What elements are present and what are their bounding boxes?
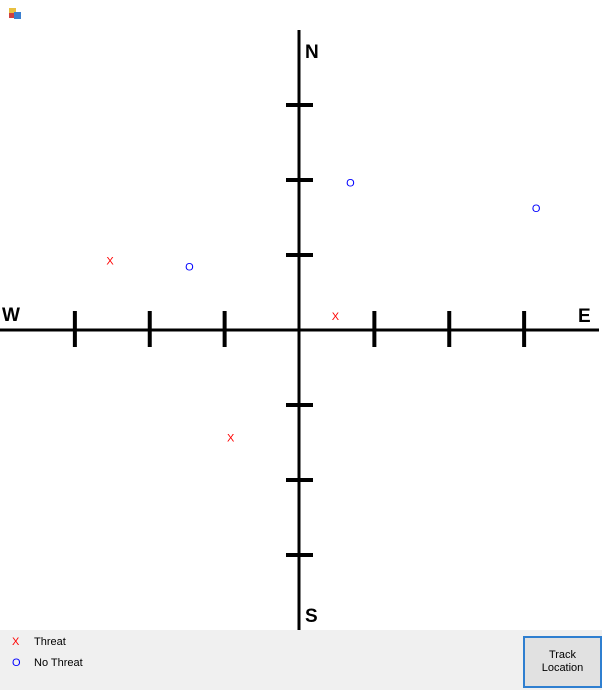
track-location-button[interactable]: Track Location [523,636,602,688]
point-marker: O [346,178,355,190]
legend-symbol: X [12,636,20,648]
legend-threat: X Threat [12,636,66,648]
point-marker: O [532,203,541,215]
bottom-panel: X Threat O No Threat Track Location [0,630,602,690]
point-marker: O [185,262,194,274]
point-marker: X [106,256,114,268]
east-label: E [578,306,591,327]
legend-no-threat: O No Threat [12,657,83,669]
legend-symbol: O [12,657,21,669]
app-icon [9,8,21,19]
legend-label: No Threat [34,657,83,669]
south-label: S [305,606,318,627]
point-marker: X [227,433,235,445]
west-label: W [2,305,20,326]
compass-plot: N S W E X O O O X X [0,8,599,630]
north-label: N [305,42,319,63]
legend-label: Threat [34,636,66,648]
button-label: Track Location [541,649,584,674]
point-marker: X [332,311,340,323]
